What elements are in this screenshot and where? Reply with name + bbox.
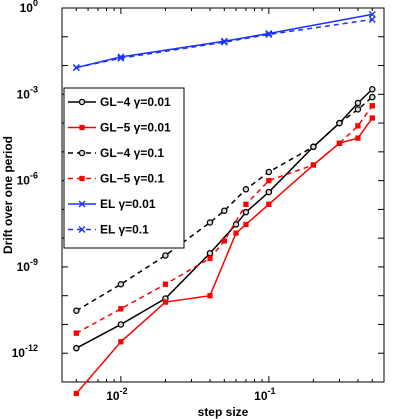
data-point (265, 30, 273, 38)
legend-label: GL−4 γ=0.01 (100, 95, 171, 109)
data-point (336, 119, 343, 127)
data-point (221, 238, 227, 244)
data-point (354, 99, 362, 107)
data-point-stroke (220, 38, 228, 46)
data-point (118, 306, 124, 312)
data-point-stroke (117, 53, 125, 61)
x-tick-label: 10-1 (254, 386, 275, 403)
data-point-stroke (368, 10, 376, 18)
data-point (243, 201, 249, 207)
data-point (242, 208, 250, 216)
data-point (73, 344, 80, 352)
data-point (233, 230, 239, 236)
data-point (162, 299, 169, 305)
series (72, 15, 376, 72)
data-point (355, 123, 361, 129)
series (73, 103, 375, 336)
data-point (369, 93, 376, 101)
legend-label: GL−5 γ=0.1 (100, 172, 164, 186)
legend-label: GL−4 γ=0.1 (100, 146, 164, 160)
legend: GL−4 γ=0.01 GL−5 γ=0.01 GL−4 γ=0.1 GL−5 γ=0… (63, 87, 185, 249)
data-point (221, 207, 228, 214)
data-point (243, 221, 249, 228)
data-point (369, 115, 375, 121)
x-axis-label: step size (198, 405, 249, 419)
y-tick-label: 100 (20, 0, 38, 15)
data-point (207, 255, 213, 261)
data-point (310, 162, 317, 168)
y-tick-label: 10-9 (17, 257, 38, 274)
data-point (355, 135, 361, 141)
data-point (162, 252, 169, 259)
data-point (72, 64, 80, 72)
axis-ticks (61, 7, 384, 383)
series (73, 93, 376, 314)
data-point (232, 221, 240, 228)
legend-label: EL γ=0.1 (100, 223, 149, 237)
data-point (368, 15, 376, 23)
series-layer (72, 10, 376, 397)
data-point (336, 140, 343, 146)
data-point (354, 106, 362, 113)
data-point-stroke (368, 15, 376, 23)
data-point (78, 200, 86, 208)
y-tick-label: 10-12 (12, 343, 38, 360)
data-point-stroke (72, 64, 80, 72)
data-point (206, 219, 214, 226)
data-point-stroke (117, 54, 125, 62)
data-point-stroke (78, 226, 86, 233)
legend-label: GL−5 γ=0.01 (100, 121, 171, 135)
data-point (78, 149, 86, 157)
data-point (117, 54, 125, 62)
data-point (207, 293, 213, 299)
data-point (79, 175, 85, 182)
data-point (73, 390, 79, 397)
data-point (266, 201, 272, 207)
data-point (220, 38, 228, 46)
data-point (118, 339, 124, 345)
x-tick-label: 10-2 (106, 386, 127, 403)
data-point (265, 188, 273, 196)
data-point (78, 98, 86, 106)
data-point (79, 124, 85, 131)
legend-box (63, 87, 185, 249)
data-point (117, 53, 125, 61)
data-point (117, 321, 125, 328)
legend-label: EL γ=0.01 (100, 197, 156, 211)
data-point-stroke (78, 200, 86, 208)
data-point (266, 177, 272, 184)
data-point-stroke (265, 30, 273, 38)
data-point (265, 168, 273, 176)
y-tick-label: 10-6 (17, 171, 38, 188)
data-point (242, 186, 250, 193)
data-point (117, 280, 125, 288)
series-line (76, 18, 373, 69)
data-point (162, 281, 169, 287)
data-point (369, 103, 375, 109)
y-axis-label: Drift over one period (1, 136, 15, 254)
data-point (78, 226, 86, 233)
data-point (73, 330, 79, 336)
y-tick-label: 10-3 (17, 84, 38, 101)
data-point (369, 85, 376, 93)
data-point (73, 307, 80, 314)
data-point (368, 10, 376, 18)
data-point (310, 143, 317, 151)
